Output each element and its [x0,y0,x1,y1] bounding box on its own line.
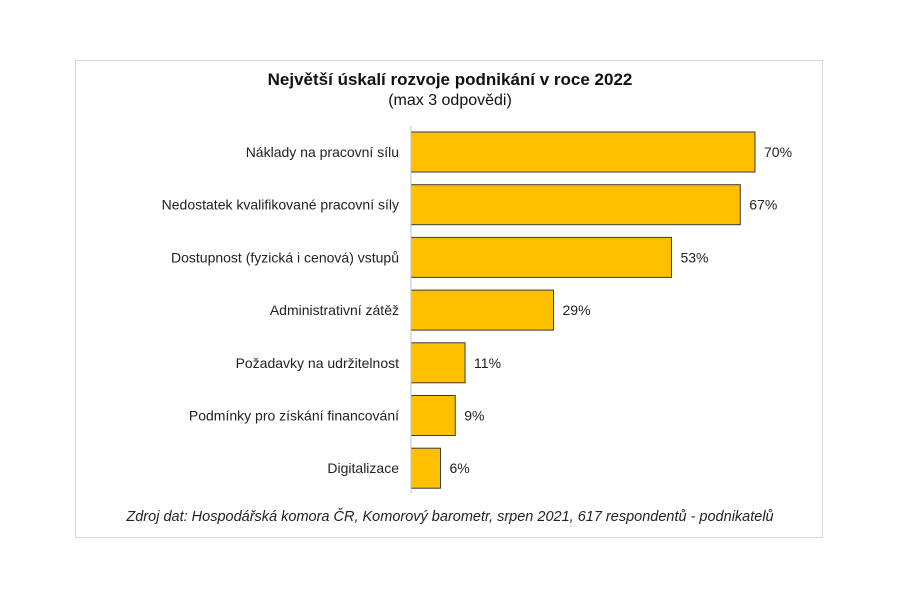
bar [410,131,756,173]
category-label: Požadavky na udržitelnost [236,355,400,371]
source-note: Zdroj dat: Hospodářská komora ČR, Komoro… [126,509,774,525]
category-label: Administrativní zátěž [270,302,399,318]
category-label: Nedostatek kvalifikované pracovní síly [162,197,399,213]
bar [410,184,741,226]
bar [410,342,466,384]
bar [410,289,555,331]
bar [410,236,672,278]
category-label: Digitalizace [327,460,399,476]
chart-frame [75,60,823,538]
chart-subtitle: (max 3 odpovědi) [388,92,512,109]
bar [410,447,441,489]
data-label: 6% [449,460,469,476]
category-label: Podmínky pro získání financování [189,408,399,424]
data-label: 53% [680,249,708,265]
chart-title: Největší úskalí rozvoje podnikání v roce… [267,70,633,89]
category-label: Náklady na pracovní sílu [246,144,399,160]
data-label: 29% [563,302,591,318]
data-label: 67% [749,197,777,213]
data-label: 70% [764,144,792,160]
bar [410,395,456,436]
data-label: 11% [474,355,501,371]
data-label: 9% [464,408,484,424]
category-label: Dostupnost (fyzická i cenová) vstupů [171,249,399,265]
